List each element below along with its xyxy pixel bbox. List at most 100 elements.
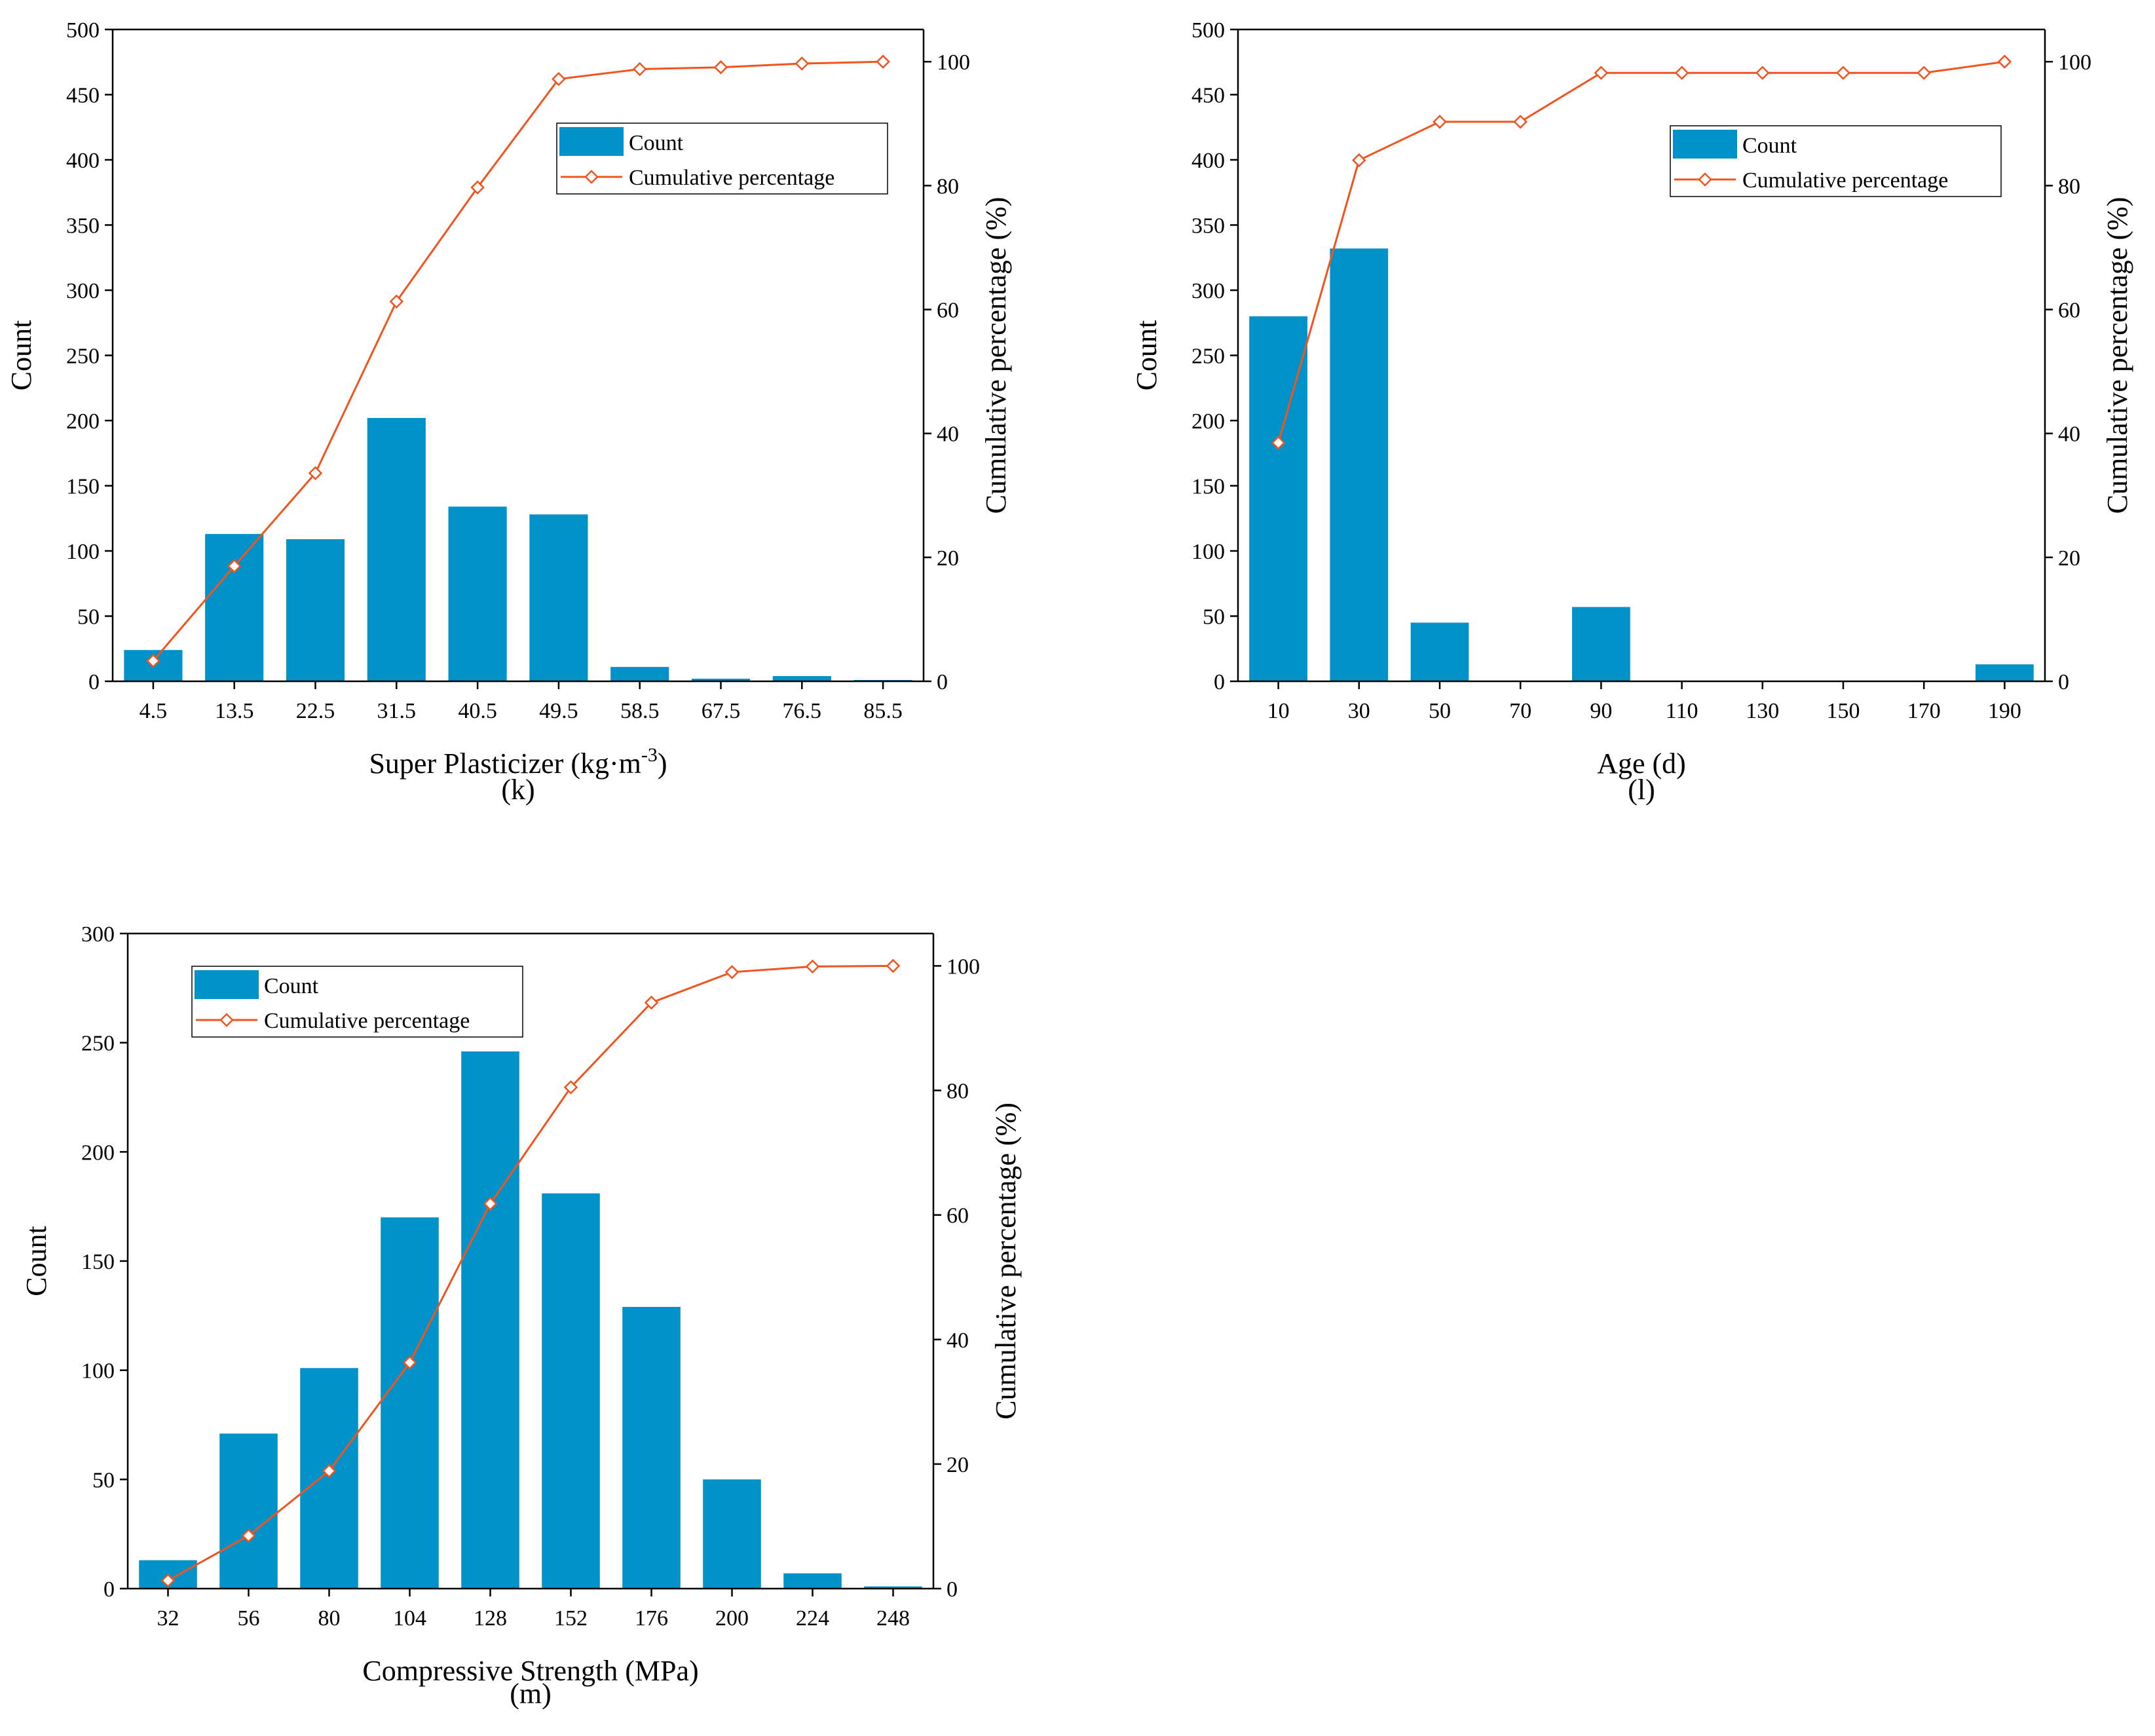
y-tick-label: 250 <box>66 345 100 369</box>
y-tick-label: 350 <box>66 214 100 238</box>
chart-panel-l: 0 50 100 150 200 250 300 350 400 450 500 0 20 40 60 80 1… <box>1131 18 2133 806</box>
x-tick-label: 80 <box>318 1606 341 1631</box>
x-tick-label: 70 <box>1509 699 1531 723</box>
legend-count-swatch <box>1673 130 1737 159</box>
y-tick-label: 200 <box>1191 409 1225 434</box>
y2-axis-title: Cumulative percentage (%) <box>2101 197 2133 514</box>
y-tick-label: 150 <box>81 1250 115 1274</box>
x-tick-label: 50 <box>1429 699 1451 723</box>
cumulative-marker <box>470 180 485 195</box>
cumulative-marker <box>402 1355 417 1370</box>
cumulative-line <box>1277 60 2005 443</box>
legend-marker-swatch <box>219 1013 234 1027</box>
x-axis-title: Super Plasticizer (kg·m-3) <box>369 744 667 780</box>
x-tick-label: 200 <box>715 1606 749 1631</box>
y-axis-title: Count <box>5 320 37 391</box>
count-bar <box>286 539 345 681</box>
x-axis-title-text: Age (d) <box>1597 747 1686 780</box>
legend-cumulative-label: Cumulative percentage <box>264 1009 470 1033</box>
y2-tick-label: 60 <box>937 299 959 323</box>
y2-tick-label: 0 <box>2058 670 2069 694</box>
cumulative-marker <box>886 958 901 973</box>
count-bar <box>300 1368 358 1589</box>
count-bar <box>772 676 831 681</box>
count-bar <box>461 1051 519 1589</box>
cumulative-marker <box>1271 436 1286 450</box>
y-tick-label: 500 <box>1191 18 1225 43</box>
y-tick-label: 300 <box>66 279 100 303</box>
count-bar <box>1572 607 1630 681</box>
x-tick-label: 85.5 <box>863 699 903 723</box>
x-tick-label: 31.5 <box>377 699 417 723</box>
x-tick-label: 32 <box>157 1606 179 1631</box>
y-tick-label: 300 <box>81 922 115 947</box>
x-tick-label: 130 <box>1746 699 1779 723</box>
y-tick-label: 100 <box>81 1359 115 1384</box>
y-tick-label: 300 <box>1191 279 1225 303</box>
count-bar <box>703 1479 761 1589</box>
x-tick-label: 30 <box>1348 699 1370 723</box>
y-tick-label: 50 <box>77 605 100 630</box>
y2-tick-label: 60 <box>2058 299 2080 323</box>
y-tick-label: 0 <box>1214 670 1225 694</box>
y-tick-label: 200 <box>81 1141 115 1165</box>
y2-tick-label: 100 <box>946 954 980 979</box>
y-tick-label: 350 <box>1191 214 1225 238</box>
cumulative-marker <box>1352 153 1366 168</box>
cumulative-marker <box>241 1528 256 1543</box>
cumulative-marker <box>795 56 810 71</box>
cumulative-marker <box>160 1573 176 1588</box>
x-axis-title-text: Compressive Strength (MPa) <box>362 1655 698 1687</box>
y2-tick-label: 20 <box>937 546 959 571</box>
y-tick-label: 200 <box>66 409 100 434</box>
legend-count-swatch <box>559 127 624 156</box>
y-tick-label: 0 <box>88 670 100 694</box>
cumulative-marker <box>876 54 890 69</box>
legend-cumulative-label: Cumulative percentage <box>629 166 834 190</box>
cumulative-marker <box>552 71 566 86</box>
chart-panel-m: 0 50 100 150 200 250 300 0 20 40 60 80 100 32 56 80 104 1… <box>20 922 1022 1710</box>
x-tick-label: 170 <box>1907 699 1941 723</box>
cumulative-marker <box>227 559 242 573</box>
x-tick-label: 104 <box>393 1606 426 1631</box>
legend-count-swatch <box>195 970 259 999</box>
x-axis-title-superscript: -3 <box>641 744 658 766</box>
y-tick-label: 0 <box>103 1577 115 1602</box>
y2-tick-label: 100 <box>937 50 970 75</box>
y-tick-label: 400 <box>66 149 100 173</box>
cumulative-marker <box>1836 66 1850 80</box>
cumulative-line <box>167 964 893 1581</box>
y-tick-label: 500 <box>66 18 100 43</box>
count-bar <box>205 534 264 681</box>
legend: Count Cumulative percentage <box>191 966 523 1038</box>
x-tick-label: 49.5 <box>539 699 578 723</box>
x-tick-label: 40.5 <box>458 699 497 723</box>
x-tick-label: 90 <box>1590 699 1612 723</box>
legend-count-label: Count <box>1742 134 1797 158</box>
y-tick-label: 100 <box>1191 540 1225 564</box>
y2-tick-label: 80 <box>946 1080 969 1104</box>
cumulative-marker <box>632 62 647 77</box>
y-axis-title: Count <box>20 1226 52 1296</box>
x-tick-label: 128 <box>474 1606 507 1631</box>
y-tick-label: 150 <box>66 475 100 499</box>
y2-tick-label: 80 <box>2058 174 2080 198</box>
y-tick-label: 250 <box>1191 345 1225 369</box>
cumulative-marker <box>308 466 323 480</box>
cumulative-marker <box>146 654 160 668</box>
count-bar <box>1410 622 1469 681</box>
cumulative-marker <box>1513 115 1527 129</box>
y2-tick-label: 20 <box>946 1453 969 1477</box>
cumulative-marker <box>1674 66 1689 80</box>
legend: Count Cumulative percentage <box>556 123 888 195</box>
legend: Count Cumulative percentage <box>1670 125 2002 197</box>
count-bar <box>542 1193 600 1589</box>
count-bar <box>381 1217 439 1589</box>
panel-caption: (l) <box>1628 774 1655 806</box>
y2-axis-title: Cumulative percentage (%) <box>990 1103 1022 1420</box>
y2-tick-label: 100 <box>2058 50 2091 75</box>
y-tick-label: 150 <box>1191 475 1225 499</box>
cumulative-marker <box>713 60 728 75</box>
count-bar <box>1976 664 2034 681</box>
